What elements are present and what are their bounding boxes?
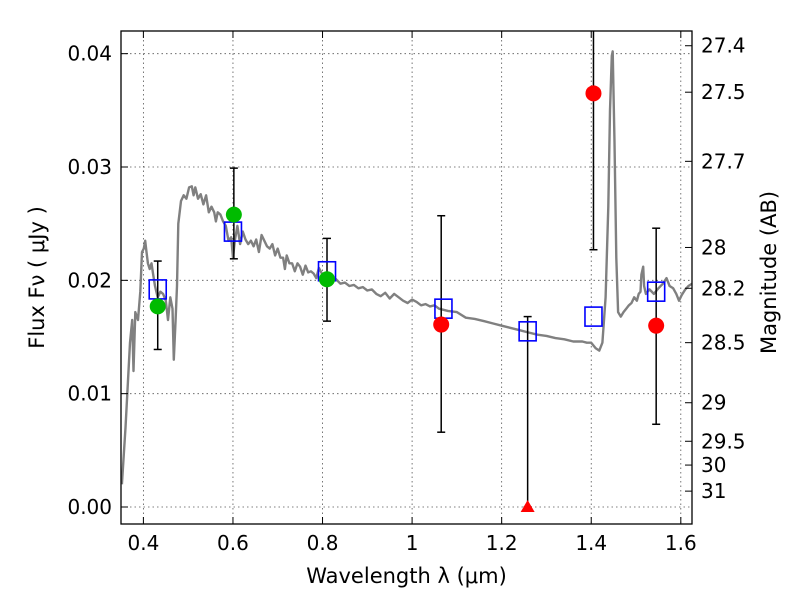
x-tick-label: 0.4 (127, 531, 159, 555)
plot-frame (120, 30, 693, 525)
x-tick-label: 1.6 (665, 531, 697, 555)
low-sn-point (648, 317, 665, 334)
data-markers-layer (148, 85, 666, 512)
grid-lines (121, 31, 692, 524)
x-axis-label: Wavelength λ (μm) (306, 564, 507, 588)
mag-tick-label: 30 (701, 453, 726, 477)
error-bars-layer (153, 31, 661, 508)
x-tick-label: 1 (406, 531, 419, 555)
model-photometry-square (518, 321, 537, 342)
model-spectrum-line (121, 50, 692, 485)
low-sn-point (585, 85, 602, 102)
y-tick-label: 0.03 (67, 155, 112, 179)
y-axis-label: Flux Fν ( μJy ) (25, 206, 49, 349)
x-tick-label: 0.6 (217, 531, 249, 555)
mag-tick-label: 27.7 (701, 149, 746, 173)
mag-tick-label: 27.4 (701, 34, 746, 58)
mag-tick-label: 29 (701, 391, 726, 415)
tick-labels: 0.4 0.6 0.8 1 1.2 1.4 1.6 0.00 0.01 0.02 0.03 0.04 2… (67, 34, 745, 555)
mag-tick-label: 28.2 (701, 276, 746, 300)
y2-axis-label: Magnitude (AB) (757, 191, 781, 354)
low-sn-point (433, 316, 450, 333)
y-tick-label: 0.00 (67, 495, 112, 519)
model-photometry-square (584, 306, 603, 327)
x-tick-label: 1.2 (486, 531, 518, 555)
detection-point (225, 206, 242, 223)
model-spectrum-layer (121, 50, 692, 485)
mag-tick-label: 31 (701, 479, 726, 503)
axis-ticks (121, 31, 692, 524)
x-tick-label: 0.8 (307, 531, 339, 555)
detection-point (319, 271, 336, 288)
detection-point (149, 298, 166, 315)
x-tick-label: 1.4 (575, 531, 607, 555)
y-tick-label: 0.01 (67, 382, 112, 406)
mag-tick-label: 28 (701, 235, 726, 259)
mag-tick-label: 27.5 (701, 80, 746, 104)
model-photometry-square (646, 281, 666, 302)
mag-tick-label: 28.5 (701, 331, 746, 355)
upper-limit-triangle (520, 500, 535, 512)
mag-tick-label: 29.5 (701, 429, 746, 453)
y-tick-label: 0.04 (67, 42, 112, 66)
y-tick-label: 0.02 (67, 268, 112, 292)
